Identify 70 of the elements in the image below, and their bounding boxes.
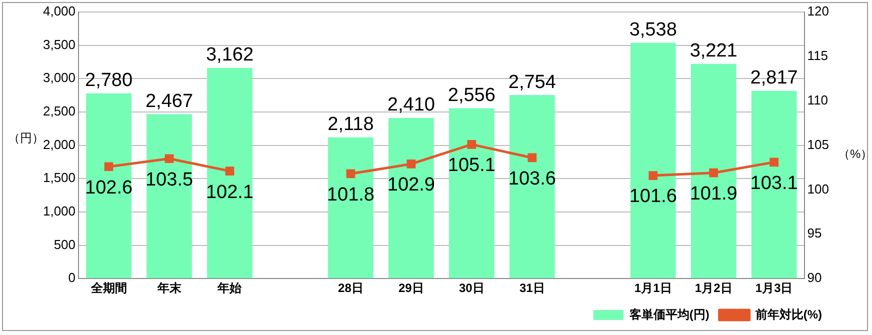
y2-tick-label: 115: [807, 48, 828, 64]
bar: [751, 90, 797, 278]
text: 105.1: [448, 155, 496, 176]
y-tick-label: 500: [54, 236, 76, 252]
point: [528, 153, 537, 162]
text: 2,410: [387, 94, 435, 116]
x-tick-label: 年始: [216, 281, 243, 296]
text: 2,556: [448, 84, 496, 106]
x-tick-label: 1月1日: [634, 281, 672, 296]
text: 102.1: [206, 182, 254, 203]
text: 103.5: [145, 169, 194, 190]
y-tick-label: 2,000: [42, 136, 76, 152]
bar: [509, 95, 555, 278]
text: 2,754: [508, 72, 556, 93]
bar: [690, 64, 736, 278]
y-axis-title: （円）: [8, 130, 44, 145]
text: 2,467: [145, 90, 194, 112]
text: 2,118: [328, 114, 374, 136]
x-tick-label: 1月3日: [755, 281, 793, 296]
y2-tick-label: 105: [807, 136, 830, 152]
legend-label: 客単価平均(円): [628, 307, 710, 322]
legend-label: 前年対比(%): [754, 307, 822, 322]
x-tick-label: 1月2日: [694, 281, 732, 296]
y-tick-label: 4,000: [42, 4, 76, 19]
bar: [388, 118, 434, 278]
bar: [328, 137, 374, 278]
point: [406, 160, 416, 168]
text: 101.6: [629, 186, 677, 208]
text: 101.9: [690, 184, 738, 205]
text: 103.1: [750, 172, 798, 194]
point: [467, 140, 476, 149]
bar: [630, 42, 676, 278]
text: 2,780: [85, 70, 133, 92]
y2-tick-label: 95: [807, 226, 822, 241]
y-tick-label: 1,500: [42, 170, 76, 186]
y2-axis-title: （%）: [838, 146, 872, 163]
text: 3,162: [206, 44, 254, 66]
point: [648, 171, 658, 180]
point: [770, 158, 778, 167]
text: 103.6: [508, 168, 556, 190]
bar: [86, 93, 132, 278]
bar: [448, 108, 494, 278]
y-tick-label: 2,500: [42, 104, 76, 119]
bar: [146, 114, 192, 278]
y2-tick-label: 90: [807, 270, 822, 286]
point: [709, 168, 718, 178]
y-tick-label: 1,000: [42, 204, 76, 219]
y-tick-label: 3,000: [42, 70, 76, 86]
bar: [207, 68, 252, 278]
x-tick-label: 年末: [156, 281, 182, 296]
point: [164, 154, 174, 164]
y-tick-label: 3,500: [42, 36, 76, 52]
y-tick-label: 0: [68, 270, 76, 286]
y2-tick-label: 110: [807, 92, 828, 108]
point: [346, 169, 356, 178]
point: [104, 162, 114, 172]
text: 102.9: [387, 174, 435, 196]
text: 2,817: [750, 68, 798, 89]
text: 102.6: [85, 177, 133, 198]
x-tick-label: 30日: [458, 281, 484, 296]
point: [225, 166, 234, 176]
x-tick-label: 31日: [519, 281, 545, 296]
x-tick-label: 全期間: [90, 281, 127, 296]
text: 3,538: [629, 20, 677, 41]
y2-tick-label: 100: [807, 181, 830, 196]
y2-tick-label: 120: [807, 4, 830, 19]
x-tick-label: 28日: [338, 281, 364, 296]
text: 3,221: [690, 40, 738, 62]
x-tick-label: 29日: [398, 281, 424, 296]
text: 101.8: [326, 184, 374, 206]
